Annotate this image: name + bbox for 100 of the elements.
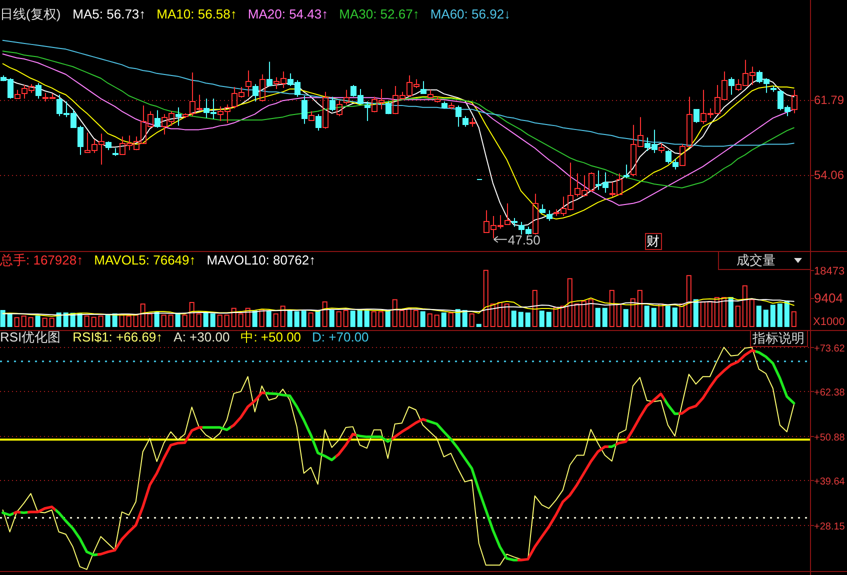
candlestick <box>14 89 21 100</box>
bar <box>707 301 712 327</box>
bar <box>196 313 202 327</box>
bar <box>497 302 502 327</box>
bar <box>504 304 510 327</box>
bar <box>791 311 796 327</box>
candlestick <box>385 101 392 115</box>
bar <box>287 310 292 327</box>
y-tick-label: 54.06 <box>814 168 844 182</box>
chart-title: RSI优化图 <box>0 330 61 344</box>
candlestick <box>469 118 476 128</box>
bar <box>168 314 174 327</box>
bar <box>28 317 34 327</box>
bar <box>133 314 138 327</box>
bar <box>105 314 110 327</box>
bar <box>266 310 272 327</box>
bar <box>392 299 398 327</box>
candlestick <box>182 112 189 119</box>
chart-title: 日线(复权) <box>0 6 61 22</box>
bar <box>434 314 440 327</box>
candlestick <box>532 193 539 235</box>
bar <box>7 313 12 327</box>
bar <box>595 308 600 327</box>
bar <box>364 310 370 327</box>
bar <box>742 285 748 327</box>
bar <box>553 306 558 327</box>
bar <box>665 306 670 327</box>
bar <box>609 290 614 327</box>
bar <box>574 304 580 327</box>
bar <box>441 312 446 327</box>
bar <box>119 314 124 327</box>
bar <box>700 301 706 327</box>
bar <box>490 304 496 327</box>
candlestick <box>105 140 112 151</box>
bar <box>469 313 474 327</box>
line-series <box>2 40 794 147</box>
candlestick <box>308 110 315 122</box>
bar <box>161 314 166 327</box>
bar <box>728 297 734 327</box>
bar <box>35 316 40 327</box>
bar <box>581 300 586 327</box>
y-tick-label: +73.62 <box>814 344 846 355</box>
y-tick-label: +62.38 <box>814 388 846 399</box>
bar <box>252 310 258 327</box>
bar <box>42 318 48 327</box>
bar <box>399 310 404 327</box>
bar <box>518 312 524 327</box>
text: MA10: 56.58↑ <box>156 6 237 22</box>
candlestick <box>427 89 434 100</box>
bar <box>686 275 692 327</box>
bar <box>763 310 768 327</box>
bar <box>546 312 552 327</box>
bar <box>539 310 544 327</box>
candlestick <box>658 142 665 154</box>
bar <box>588 299 594 327</box>
candlestick <box>343 89 350 105</box>
bar <box>301 310 306 327</box>
bar <box>784 300 790 327</box>
bar <box>693 299 698 327</box>
y-axis-title: X1000 <box>813 316 845 328</box>
bar <box>294 311 300 327</box>
bar <box>210 313 216 327</box>
bar <box>91 316 96 327</box>
candlestick <box>770 86 777 92</box>
bar <box>329 310 334 327</box>
bar <box>427 313 432 327</box>
bar <box>14 317 20 327</box>
bar <box>175 312 180 327</box>
candlestick <box>336 100 343 117</box>
bar <box>749 299 754 327</box>
candlestick <box>112 148 119 156</box>
bar <box>616 304 622 327</box>
candlestick <box>301 95 308 124</box>
bar <box>378 311 384 327</box>
bar <box>777 304 782 327</box>
candlestick <box>546 210 553 222</box>
bar <box>525 312 530 327</box>
bar <box>644 306 650 327</box>
bar <box>630 298 636 327</box>
bar <box>721 297 726 327</box>
text: MA30: 52.67↑ <box>339 6 420 22</box>
candlestick <box>252 84 259 102</box>
bar <box>735 306 740 327</box>
bar <box>224 314 230 327</box>
candlestick <box>329 96 336 112</box>
text: 总手: 167928↑ <box>0 252 84 268</box>
bar <box>126 316 132 327</box>
text: MA60: 56.92↓ <box>430 6 511 22</box>
bar <box>189 302 194 327</box>
text: MAVOL5: 76649↑ <box>94 252 196 268</box>
bar <box>560 306 566 327</box>
bar <box>406 308 412 327</box>
bar <box>245 308 250 327</box>
bar <box>315 310 320 327</box>
bar <box>154 312 160 327</box>
bar <box>567 278 572 327</box>
bar <box>651 308 656 327</box>
bar <box>77 313 82 327</box>
bar <box>308 312 314 327</box>
y-tick-label: +50.88 <box>814 432 846 444</box>
